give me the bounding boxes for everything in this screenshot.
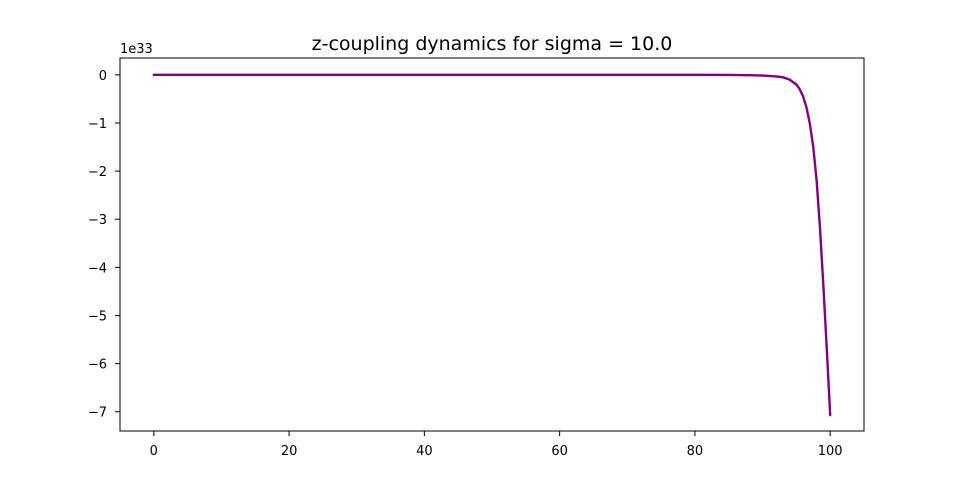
x-tick-label: 60 (551, 444, 568, 459)
x-tick-label: 0 (150, 444, 158, 459)
y-tick-label: 0 (99, 69, 107, 84)
plot-frame (119, 57, 865, 432)
x-tick-label: 100 (818, 444, 843, 459)
x-tick-label: 80 (687, 444, 704, 459)
y-tick-label: −7 (88, 406, 107, 421)
y-tick-label: −2 (88, 165, 107, 180)
y-tick-label: −6 (88, 358, 107, 373)
series-line-z (152, 73, 832, 417)
y-tick-label: −4 (88, 261, 107, 276)
y-tick-label: −3 (88, 213, 107, 228)
chart-title: z-coupling dynamics for sigma = 10.0 (312, 33, 673, 55)
y-tick-label: −5 (88, 309, 107, 324)
x-tick-label: 20 (281, 444, 298, 459)
y-axis-offset-label: 1e33 (120, 42, 153, 57)
x-tick-label: 40 (416, 444, 433, 459)
y-tick-label: −1 (88, 117, 107, 132)
plot-area: 0 20 40 60 80 100 0 −1 −2 −3 −4 −5 −6 −7 (88, 69, 843, 459)
